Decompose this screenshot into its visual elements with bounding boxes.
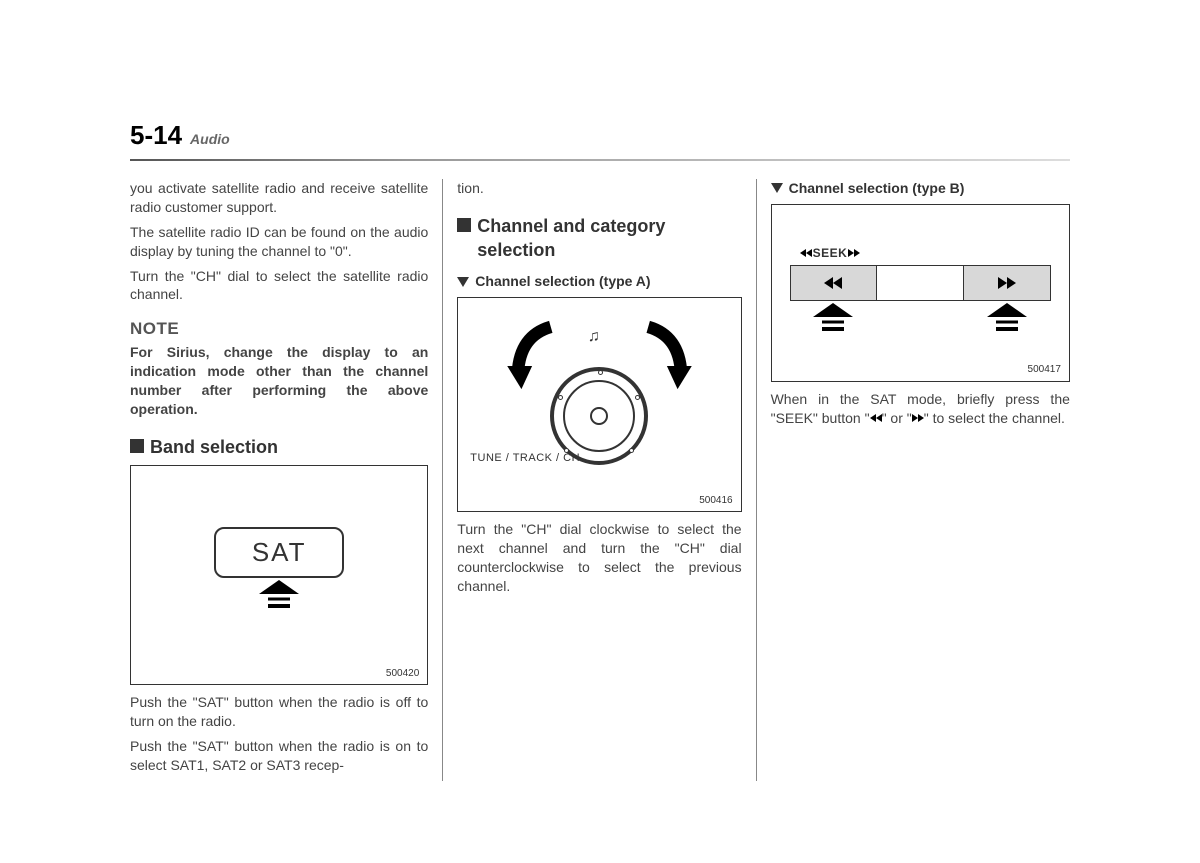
figure-tune-dial: ♫ TUNE / TRACK / CH 500416 (457, 297, 741, 512)
body-text: Push the "SAT" button when the radio is … (130, 737, 428, 775)
figure-seek-buttons: SEEK (771, 204, 1070, 382)
page-number: 5-14 (130, 120, 182, 151)
press-indicators (790, 301, 1051, 331)
rewind-icon (870, 414, 882, 422)
header-rule (130, 159, 1070, 161)
seek-button-row (790, 265, 1051, 301)
subheading-text: Channel selection (type B) (789, 179, 965, 198)
column-1: you activate satellite radio and receive… (130, 179, 443, 781)
dial-label: TUNE / TRACK / CH (470, 451, 580, 466)
seek-center-cell (877, 266, 964, 300)
triangle-bullet-icon (771, 183, 783, 193)
press-arrow-icon (813, 303, 853, 331)
figure-reference: 500417 (1028, 363, 1061, 377)
sat-button-diagram: SAT (214, 527, 345, 608)
note-body: For Sirius, change the display to an ind… (130, 343, 428, 419)
body-text-continuation: tion. (457, 179, 741, 198)
square-bullet-icon (457, 218, 471, 232)
body-text: The satellite radio ID can be found on t… (130, 223, 428, 261)
body-text: Turn the "CH" dial to select the satelli… (130, 267, 428, 305)
heading-channel-category: Channel and category selection (457, 214, 741, 263)
heading-text: Band selection (150, 435, 278, 459)
forward-icon (912, 414, 924, 422)
press-arrow-icon (987, 303, 1027, 331)
press-arrow-icon (214, 580, 345, 608)
seek-label: SEEK (800, 245, 861, 261)
content-columns: you activate satellite radio and receive… (130, 179, 1070, 781)
body-text: you activate satellite radio and receive… (130, 179, 428, 217)
heading-text: Channel and category selection (477, 214, 741, 263)
column-3: Channel selection (type B) SEEK (757, 179, 1070, 781)
text-fragment: " or " (882, 410, 912, 426)
forward-icon (998, 277, 1016, 289)
body-text: Push the "SAT" button when the radio is … (130, 693, 428, 731)
column-2: tion. Channel and category selection Cha… (443, 179, 756, 781)
heading-band-selection: Band selection (130, 435, 428, 459)
seek-prev-button (791, 266, 878, 300)
music-note-icon: ♫ (588, 326, 600, 348)
rewind-icon (824, 277, 842, 289)
section-title: Audio (190, 131, 230, 147)
triangle-bullet-icon (457, 277, 469, 287)
seek-next-button (964, 266, 1050, 300)
text-fragment: " to select the channel. (924, 410, 1065, 426)
body-text: Turn the "CH" dial clockwise to select t… (457, 520, 741, 596)
sat-button-label: SAT (214, 527, 345, 578)
subheading-channel-type-a: Channel selection (type A) (457, 272, 741, 291)
subheading-text: Channel selection (type A) (475, 272, 650, 291)
forward-icon (848, 249, 860, 257)
figure-reference: 500420 (386, 667, 419, 681)
rewind-icon (800, 249, 812, 257)
note-heading: NOTE (130, 318, 428, 341)
subheading-channel-type-b: Channel selection (type B) (771, 179, 1070, 198)
seek-text: SEEK (813, 245, 848, 261)
figure-sat-button: SAT 500420 (130, 465, 428, 685)
body-text: When in the SAT mode, briefly press the … (771, 390, 1070, 428)
manual-page: 5-14 Audio you activate satellite radio … (0, 0, 1200, 841)
page-header: 5-14 Audio (130, 120, 1070, 151)
square-bullet-icon (130, 439, 144, 453)
figure-reference: 500416 (699, 494, 732, 508)
